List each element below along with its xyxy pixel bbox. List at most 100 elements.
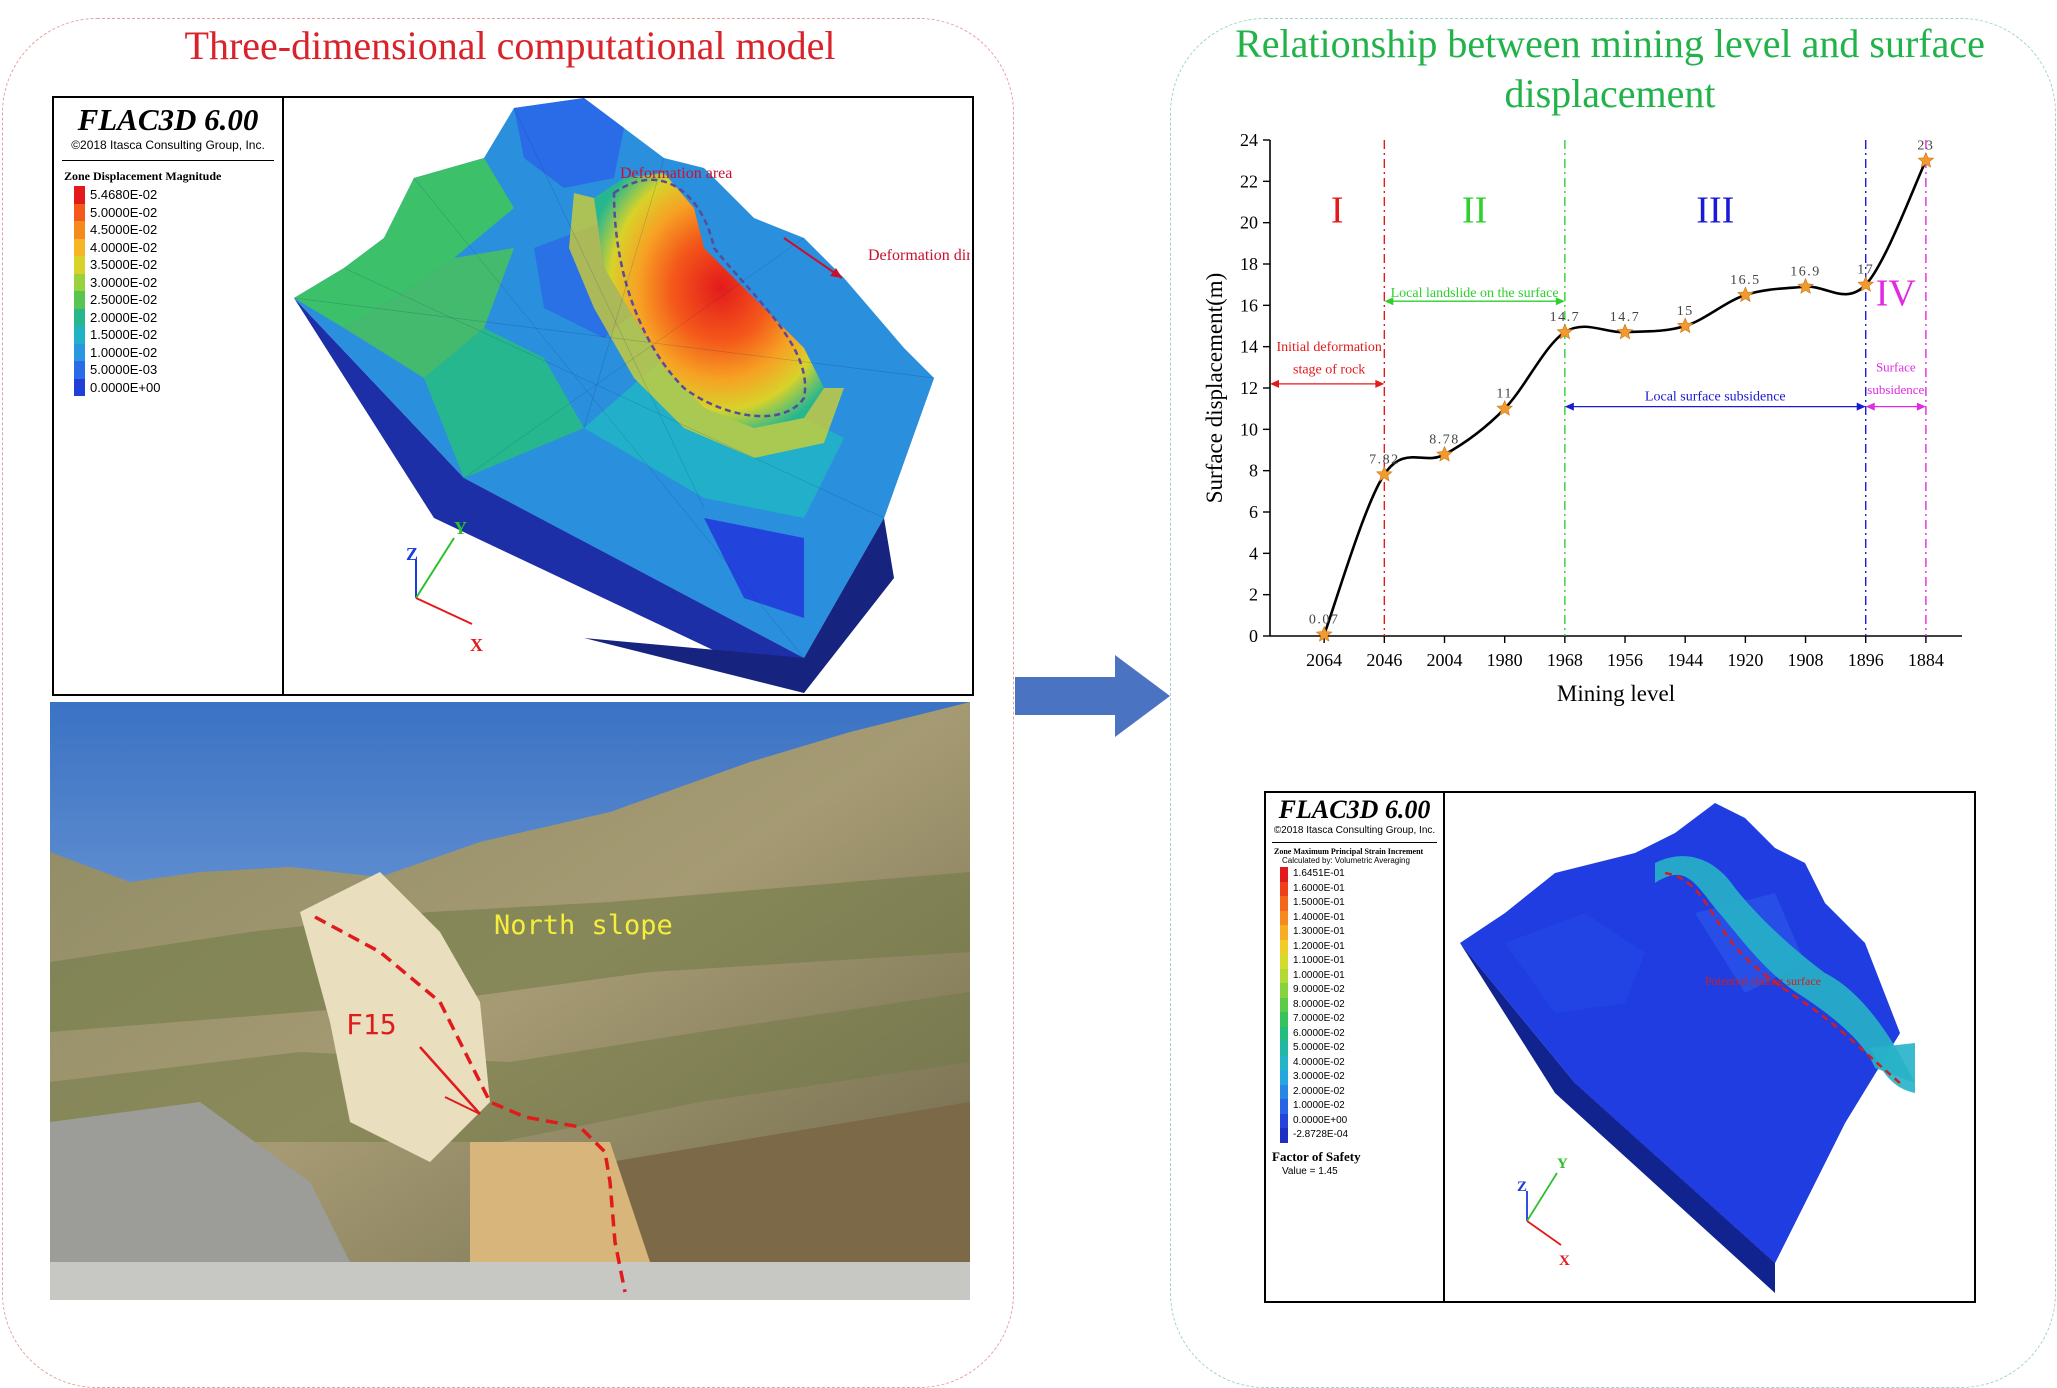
potential-sliding-surface-line xyxy=(1664,871,1901,1084)
x-tick-label: 1920 xyxy=(1727,650,1763,670)
legend-item: 3.0000E-02 xyxy=(1280,1070,1443,1085)
x-tick-label: 2004 xyxy=(1427,650,1463,670)
legend-swatch xyxy=(74,238,85,256)
data-point-star xyxy=(1496,399,1514,416)
legend-item: 0.0000E+00 xyxy=(74,378,282,396)
legend-subtitle: Calculated by: Volumetric Averaging xyxy=(1282,856,1410,865)
copyright-text: ©2018 Itasca Consulting Group, Inc. xyxy=(1273,825,1436,836)
axis-y-label: Y xyxy=(454,518,467,538)
legend-label: 1.6451E-01 xyxy=(1293,868,1345,879)
legend-swatch xyxy=(74,186,85,204)
x-tick-label: 1980 xyxy=(1487,650,1523,670)
legend-item: 2.0000E-02 xyxy=(1280,1084,1443,1099)
legend-label: 5.4680E-02 xyxy=(90,187,158,202)
legend-label: 1.0000E-02 xyxy=(1293,1100,1345,1111)
annotation-initial-stage: stage of rock xyxy=(1293,363,1365,378)
data-label: 7.82 xyxy=(1369,452,1400,467)
x-tick-label: 2046 xyxy=(1366,650,1402,670)
legend-label: 5.0000E-03 xyxy=(90,362,158,377)
north-slope-label: North slope xyxy=(494,910,673,941)
legend-item: 4.5000E-02 xyxy=(74,221,282,239)
photo-illustration xyxy=(50,702,970,1300)
displacement-model-render: Deformation area Deformation direction Z… xyxy=(293,98,970,693)
arrow-head xyxy=(1856,402,1866,411)
legend-label: 1.6000E-01 xyxy=(1293,882,1345,894)
data-point-star xyxy=(1737,286,1754,303)
legend-item: 7.0000E-02 xyxy=(1280,1012,1443,1027)
legend-swatch xyxy=(1280,1012,1288,1027)
stage-label: II xyxy=(1462,190,1487,232)
north-slope-photo: North slope F15 xyxy=(50,702,970,1300)
data-point-star xyxy=(1556,323,1574,340)
factor-of-safety-value: Value = 1.45 xyxy=(1282,1165,1338,1177)
arrow-head xyxy=(1916,402,1926,411)
legend-label: 1.5000E-01 xyxy=(1293,897,1345,908)
right-panel-title-line1: Relationship between mining level and su… xyxy=(1235,21,1985,66)
axis-z-label: Z xyxy=(1517,1179,1527,1195)
legend-label: 1.0000E-01 xyxy=(1293,969,1345,981)
legend-swatch xyxy=(1280,867,1288,882)
legend-label: 2.5000E-02 xyxy=(90,292,158,307)
legend-item: 8.0000E-02 xyxy=(1280,997,1443,1012)
data-label: 15 xyxy=(1677,304,1694,319)
data-label: 17 xyxy=(1857,263,1874,278)
y-tick-label: 4 xyxy=(1249,543,1258,563)
data-point-star xyxy=(1616,323,1634,340)
legend-item: 9.0000E-02 xyxy=(1280,983,1443,998)
legend-label: 3.0000E-02 xyxy=(90,274,158,290)
displacement-series-line xyxy=(1322,160,1928,636)
legend-swatch xyxy=(1280,1099,1288,1114)
annotation-deformation-direction: Deformation direction xyxy=(868,247,970,264)
legend-swatch xyxy=(74,378,85,396)
legend-item: 1.2000E-01 xyxy=(1280,939,1443,954)
deformation-boundary xyxy=(612,178,807,418)
legend-swatch xyxy=(74,343,85,361)
stage-label: IV xyxy=(1876,272,1917,314)
strain-legend: FLAC3D 6.00 ©2018 Itasca Consulting Grou… xyxy=(1266,793,1445,1301)
data-label: 11 xyxy=(1496,387,1512,402)
left-panel-title: Three-dimensional computational model xyxy=(184,23,836,68)
legend-swatch xyxy=(1280,1084,1288,1099)
arrow-head xyxy=(1865,402,1875,411)
data-label: 8.78 xyxy=(1429,433,1460,448)
axis-z-label: Z xyxy=(406,544,418,564)
model-base xyxy=(584,518,894,693)
x-tick-label: 1884 xyxy=(1908,650,1944,670)
legend-swatch xyxy=(74,273,85,291)
legend-swatch xyxy=(74,256,85,274)
legend-swatch xyxy=(1280,1041,1288,1056)
axis-x-label: X xyxy=(470,635,483,655)
y-tick-label: 16 xyxy=(1240,295,1258,315)
annotation-initial-stage: Initial deformation xyxy=(1276,340,1381,355)
legend-swatch xyxy=(74,361,85,379)
annotation-local-subsidence: Local surface subsidence xyxy=(1645,389,1786,404)
legend-swatch xyxy=(1280,1113,1288,1128)
legend-swatch xyxy=(1280,896,1288,911)
y-tick-label: 2 xyxy=(1249,585,1258,605)
stage-label: III xyxy=(1696,190,1734,232)
legend-swatch xyxy=(1280,925,1288,940)
legend-swatch xyxy=(1280,983,1288,998)
legend-item: -2.8728E-04 xyxy=(1280,1128,1443,1143)
chart-annotations: Initial deformation stage of rock Local la… xyxy=(1270,286,1926,411)
gravel-ground xyxy=(50,1262,970,1300)
legend-swatch xyxy=(1280,1026,1288,1041)
data-label: 23 xyxy=(1917,139,1934,154)
legend-item: 5.0000E-03 xyxy=(74,361,282,379)
legend-label: 0.0000E+00 xyxy=(1293,1114,1348,1126)
legend-list: 5.4680E-02 5.0000E-02 4.5000E-02 4.0000E-02… xyxy=(74,186,282,396)
legend-swatch xyxy=(1280,1070,1288,1085)
y-tick-label: 20 xyxy=(1240,213,1258,233)
y-tick-label: 22 xyxy=(1240,171,1258,191)
model-side-face xyxy=(1460,943,1775,1293)
strain-model-render: Potential sliding surface Z Y X xyxy=(1460,803,1915,1293)
legend-item: 1.6451E-01 xyxy=(1280,867,1443,882)
legend-item: 3.0000E-02 xyxy=(74,273,282,291)
legend-title: Zone Maximum Principal Strain Increment xyxy=(1274,847,1424,856)
annotation-surface-subsidence: Surface xyxy=(1876,359,1916,374)
legend-label: 1.5000E-02 xyxy=(90,327,158,342)
legend-item: 1.5000E-01 xyxy=(1280,896,1443,911)
y-tick-label: 14 xyxy=(1240,337,1258,357)
legend-item: 1.6000E-01 xyxy=(1280,881,1443,896)
axis-y-label: Y xyxy=(1557,1156,1568,1172)
